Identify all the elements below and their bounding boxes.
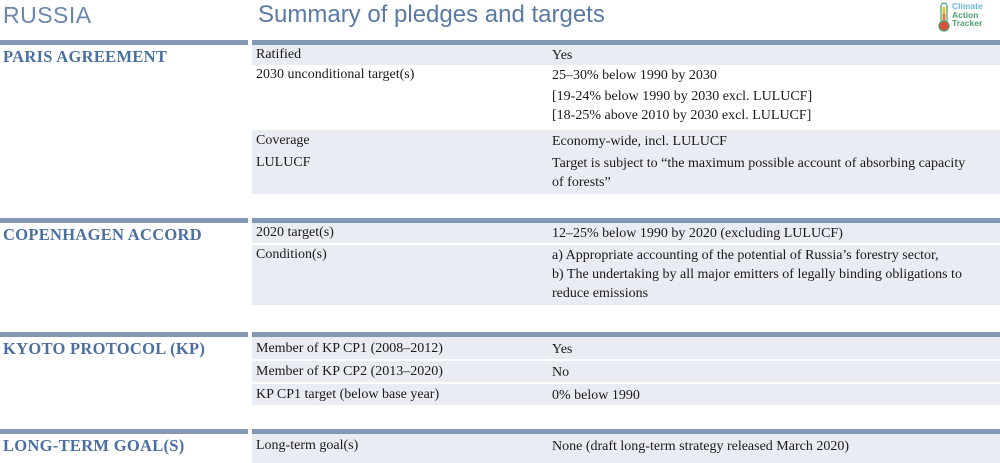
row-value: a) Appropriate accounting of the potenti… <box>552 248 939 263</box>
climate-action-tracker-logo: Climate Action Tracker <box>936 2 1000 36</box>
row-label: Condition(s) <box>256 247 327 262</box>
section-divider <box>252 218 1000 223</box>
row-value: Economy-wide, incl. LULUCF <box>552 134 727 149</box>
row-label: Long-term goal(s) <box>256 438 359 453</box>
table-row: 2020 target(s) 12–25% below 1990 by 2020… <box>252 223 1000 243</box>
row-label: LULUCF <box>256 155 311 170</box>
section-divider <box>0 429 248 434</box>
table-row: Long-term goal(s) None (draft long-term … <box>252 434 1000 463</box>
row-label: 2030 unconditional target(s) <box>256 67 415 82</box>
row-value: None (draft long-term strategy released … <box>552 439 849 454</box>
row-value: b) The undertaking by all major emitters… <box>552 267 962 282</box>
row-label: 2020 target(s) <box>256 225 334 240</box>
row-value: Yes <box>552 48 573 63</box>
row-value: of forests” <box>552 175 611 190</box>
logo-line-3: Tracker <box>952 18 983 28</box>
table-row: LULUCF Target is subject to “the maximum… <box>252 152 1000 194</box>
row-label: KP CP1 target (below base year) <box>256 387 440 402</box>
row-label: Member of KP CP1 (2008–2012) <box>256 341 443 356</box>
country-name: RUSSIA <box>3 2 92 28</box>
section-divider <box>252 332 1000 337</box>
row-value: 0% below 1990 <box>552 388 640 403</box>
row-value: 12–25% below 1990 by 2020 (excluding LUL… <box>552 226 843 241</box>
section-divider <box>252 429 1000 434</box>
table-row: Condition(s) a) Appropriate accounting o… <box>252 245 1000 305</box>
table-row: Ratified Yes <box>252 45 1000 65</box>
section-divider <box>0 218 248 223</box>
table-row: 2030 unconditional target(s) 25–30% belo… <box>252 65 1000 85</box>
row-value: [18-25% above 2010 by 2030 excl. LULUCF] <box>552 108 812 123</box>
logo-line-1: Climate <box>952 1 983 11</box>
section-title: KYOTO PROTOCOL (KP) <box>3 339 206 358</box>
section-title: COPENHAGEN ACCORD <box>3 225 202 244</box>
row-label: Ratified <box>256 47 302 62</box>
row-value: Target is subject to “the maximum possib… <box>552 156 966 171</box>
thermometer-icon <box>938 2 950 32</box>
table-row: [19-24% below 1990 by 2030 excl. LULUCF]… <box>252 85 1000 128</box>
logo-line-2: Action <box>952 9 979 20</box>
table-row: KP CP1 target (below base year) 0% below… <box>252 384 1000 405</box>
row-value: [19-24% below 1990 by 2030 excl. LULUCF] <box>552 89 813 104</box>
section-divider <box>252 40 1000 45</box>
row-value: 25–30% below 1990 by 2030 <box>552 68 717 83</box>
table-row: Member of KP CP1 (2008–2012) Yes <box>252 337 1000 359</box>
section-title: PARIS AGREEMENT <box>3 47 168 66</box>
section-divider <box>0 40 248 45</box>
section-title: LONG-TERM GOAL(S) <box>3 436 185 455</box>
row-value: No <box>552 365 570 380</box>
row-value: Yes <box>552 342 573 357</box>
section-divider <box>0 332 248 337</box>
row-value: reduce emissions <box>552 286 649 301</box>
page-title: Summary of pledges and targets <box>258 1 605 28</box>
table-row: Coverage Economy-wide, incl. LULUCF <box>252 130 1000 152</box>
row-label: Member of KP CP2 (2013–2020) <box>256 364 443 379</box>
row-label: Coverage <box>256 133 310 148</box>
table-row: Member of KP CP2 (2013–2020) No <box>252 361 1000 382</box>
page-header: RUSSIA Summary of pledges and targets Cl… <box>0 0 1000 40</box>
